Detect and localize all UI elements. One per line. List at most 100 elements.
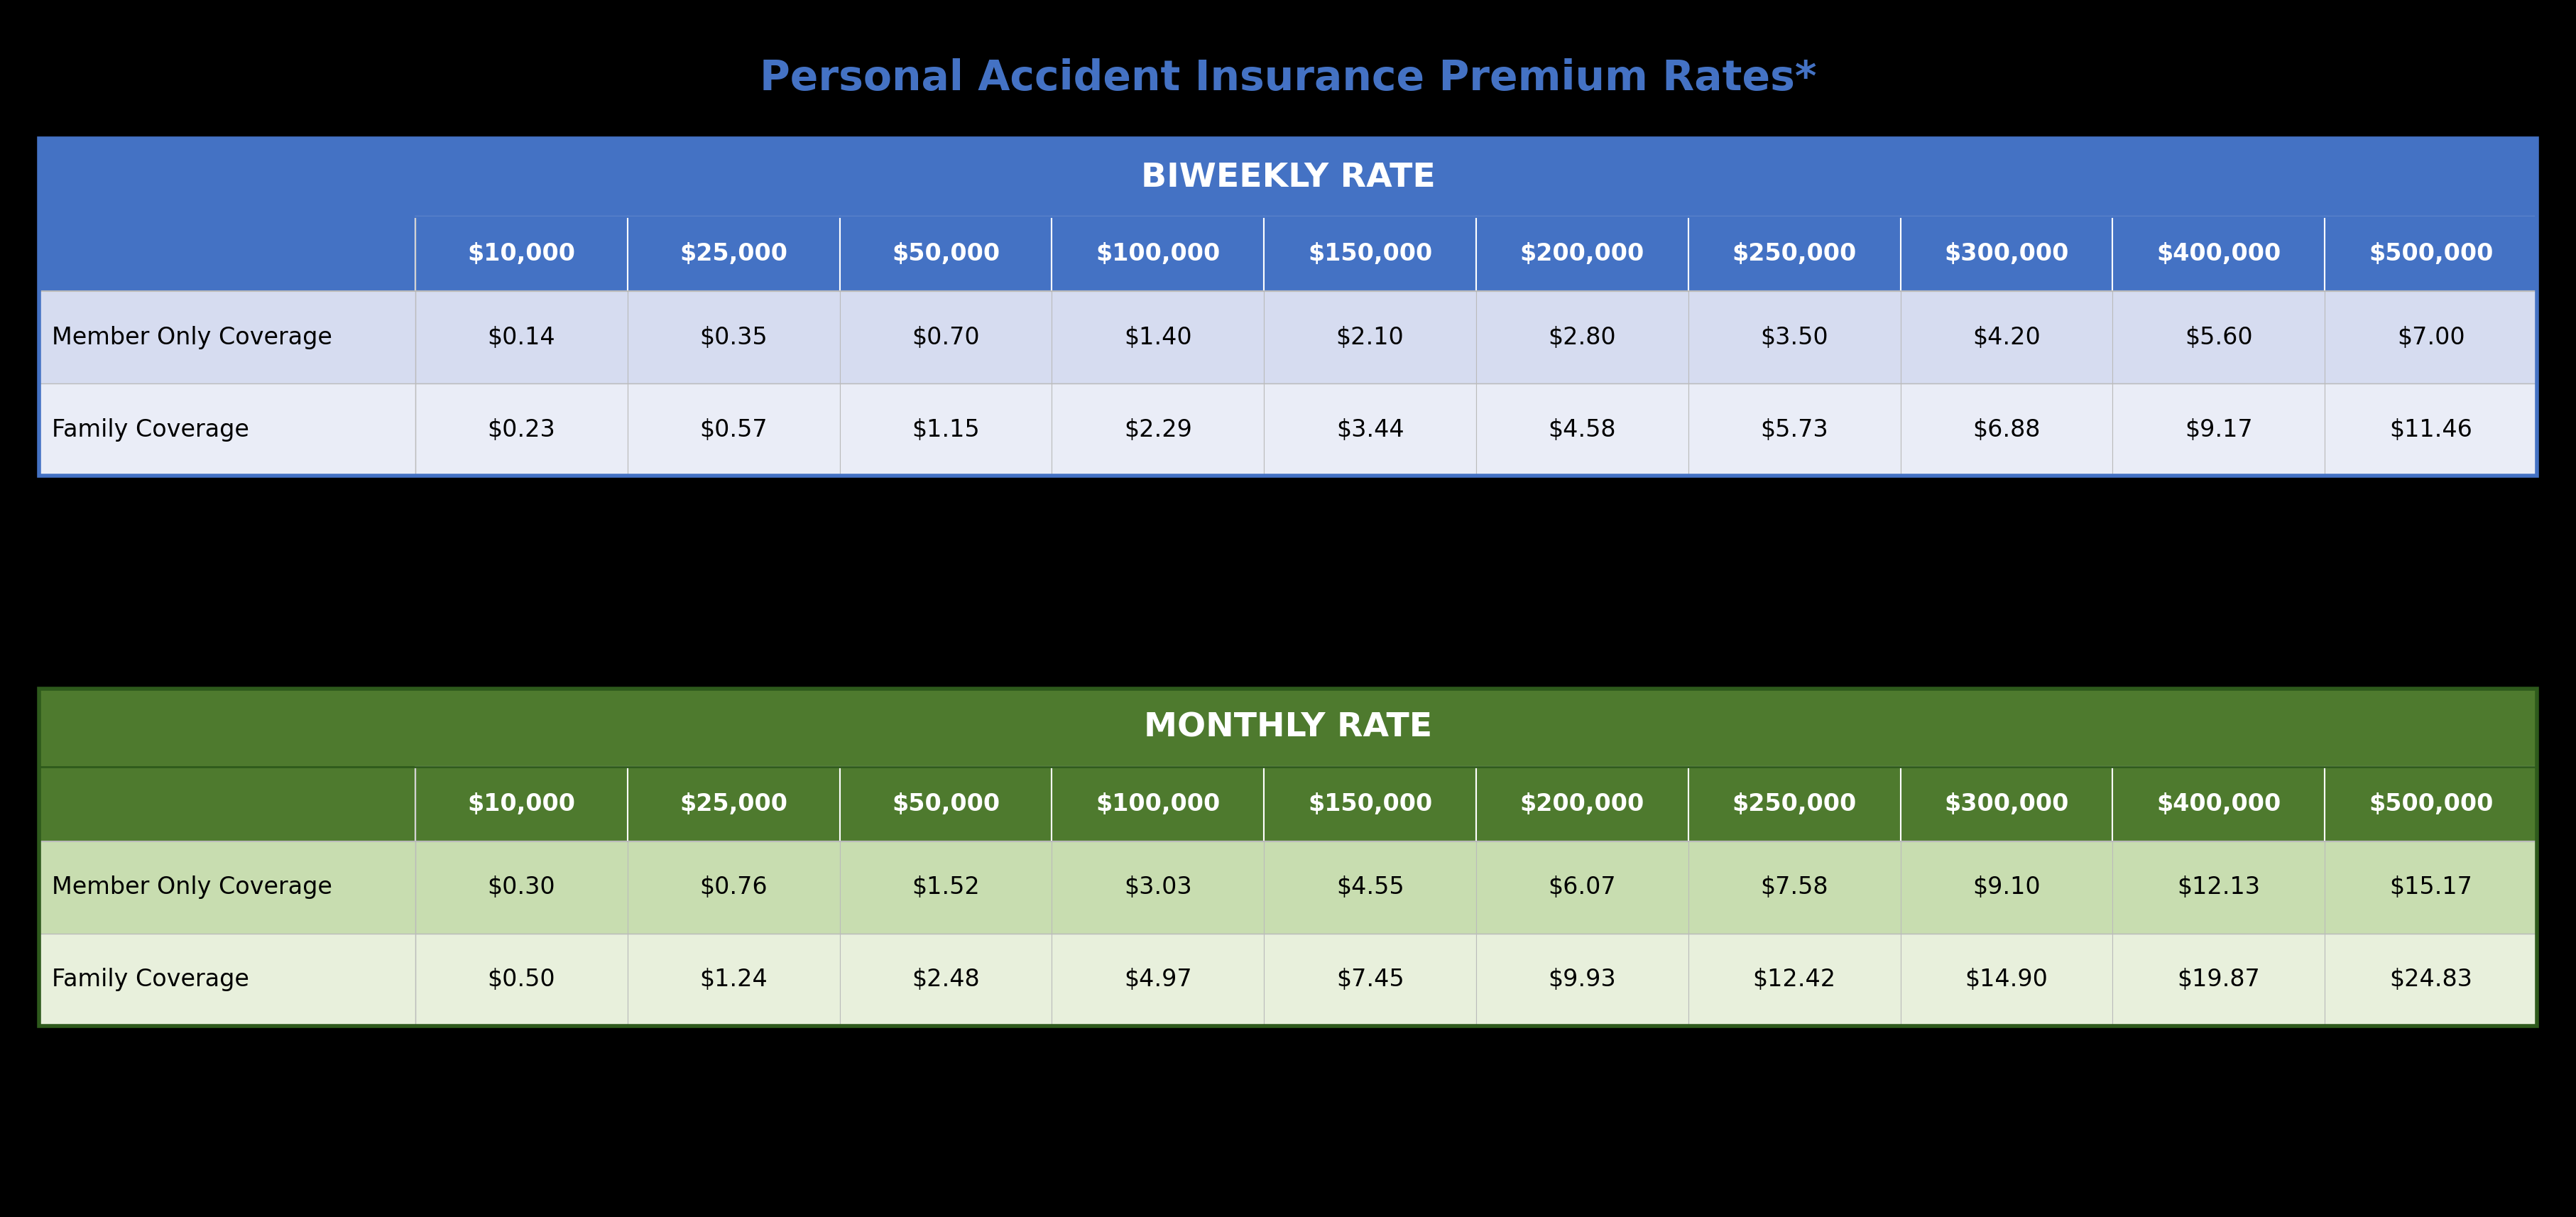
Text: $50,000: $50,000	[891, 242, 999, 265]
Text: $0.35: $0.35	[701, 326, 768, 349]
Bar	[840, 217, 1051, 291]
Bar	[415, 217, 629, 291]
Text: $5.73: $5.73	[1759, 417, 1829, 442]
Text: $1.52: $1.52	[912, 876, 979, 899]
Text: $100,000: $100,000	[1095, 792, 1221, 815]
Text: $3.03: $3.03	[1123, 876, 1193, 899]
Text: $4.58: $4.58	[1548, 417, 1615, 442]
Text: $200,000: $200,000	[1520, 792, 1643, 815]
Text: $12.13: $12.13	[2177, 876, 2259, 899]
Text: $50,000: $50,000	[891, 792, 999, 815]
Text: Member Only Coverage: Member Only Coverage	[52, 876, 332, 899]
Text: $6.07: $6.07	[1548, 876, 1615, 899]
Text: $2.10: $2.10	[1337, 326, 1404, 349]
Text: $0.76: $0.76	[701, 876, 768, 899]
Text: $0.70: $0.70	[912, 326, 979, 349]
Bar	[39, 841, 2537, 933]
Text: $1.24: $1.24	[701, 969, 768, 992]
Bar	[39, 383, 2537, 476]
Text: $14.90: $14.90	[1965, 969, 2048, 992]
Text: $4.97: $4.97	[1123, 969, 1193, 992]
Text: $150,000: $150,000	[1309, 792, 1432, 815]
Text: $5.60: $5.60	[2184, 326, 2251, 349]
Text: $0.50: $0.50	[487, 969, 556, 992]
Bar	[1901, 217, 2112, 291]
Bar	[1265, 841, 1476, 933]
Bar	[2112, 841, 2324, 933]
Bar	[415, 767, 629, 841]
Bar	[415, 383, 629, 476]
Bar	[629, 217, 840, 291]
Text: $1.15: $1.15	[912, 417, 979, 442]
Bar	[415, 841, 629, 933]
Text: $500,000: $500,000	[2367, 242, 2494, 265]
Text: $9.93: $9.93	[1548, 969, 1615, 992]
Bar	[39, 689, 2537, 1026]
Bar	[39, 689, 2537, 767]
Text: $500,000: $500,000	[2367, 792, 2494, 815]
Bar	[1051, 217, 1265, 291]
Text: $400,000: $400,000	[2156, 792, 2280, 815]
Text: $150,000: $150,000	[1309, 242, 1432, 265]
Bar	[39, 933, 2537, 1026]
Bar	[1687, 291, 1901, 383]
Text: MONTHLY RATE: MONTHLY RATE	[1144, 712, 1432, 744]
Text: $0.14: $0.14	[487, 326, 556, 349]
Bar	[1265, 933, 1476, 1026]
Text: $2.29: $2.29	[1123, 417, 1193, 442]
Bar	[1265, 383, 1476, 476]
Bar	[629, 383, 840, 476]
Bar	[840, 841, 1051, 933]
Bar	[415, 933, 629, 1026]
Bar	[629, 767, 840, 841]
Text: $0.30: $0.30	[487, 876, 556, 899]
Text: $250,000: $250,000	[1731, 792, 1857, 815]
Text: $7.00: $7.00	[2396, 326, 2465, 349]
Bar	[1687, 767, 1901, 841]
Text: $9.10: $9.10	[1973, 876, 2040, 899]
Bar	[1476, 933, 1687, 1026]
Bar	[2112, 933, 2324, 1026]
Bar	[1476, 217, 1687, 291]
Bar	[1901, 841, 2112, 933]
Bar	[39, 139, 2537, 217]
Bar	[2324, 933, 2537, 1026]
Text: $7.45: $7.45	[1337, 969, 1404, 992]
Bar	[629, 291, 840, 383]
Text: $100,000: $100,000	[1095, 242, 1221, 265]
Bar	[1687, 217, 1901, 291]
Bar	[2324, 383, 2537, 476]
Text: Personal Accident Insurance Premium Rates*: Personal Accident Insurance Premium Rate…	[760, 58, 1816, 99]
Bar	[1051, 933, 1265, 1026]
Bar	[1901, 383, 2112, 476]
Text: $24.83: $24.83	[2391, 969, 2473, 992]
Bar	[2324, 767, 2537, 841]
Bar	[2112, 767, 2324, 841]
Bar	[2112, 217, 2324, 291]
Bar	[1901, 291, 2112, 383]
Bar	[1265, 217, 1476, 291]
Bar	[1051, 291, 1265, 383]
Text: $11.46: $11.46	[2391, 417, 2473, 442]
Bar	[1265, 291, 1476, 383]
Text: $0.23: $0.23	[487, 417, 556, 442]
Bar	[39, 217, 415, 291]
Text: $400,000: $400,000	[2156, 242, 2280, 265]
Bar	[1476, 291, 1687, 383]
Bar	[2324, 291, 2537, 383]
Text: $250,000: $250,000	[1731, 242, 1857, 265]
Text: $15.17: $15.17	[2391, 876, 2473, 899]
Bar	[1265, 767, 1476, 841]
Bar	[39, 767, 415, 841]
Text: $300,000: $300,000	[1945, 792, 2069, 815]
Bar	[840, 291, 1051, 383]
Text: $4.20: $4.20	[1973, 326, 2040, 349]
Bar	[1476, 383, 1687, 476]
Bar	[2324, 217, 2537, 291]
Bar	[1476, 767, 1687, 841]
Text: $1.40: $1.40	[1123, 326, 1193, 349]
Text: $19.87: $19.87	[2177, 969, 2259, 992]
Text: $6.88: $6.88	[1973, 417, 2040, 442]
Bar	[1901, 933, 2112, 1026]
Bar	[2112, 383, 2324, 476]
